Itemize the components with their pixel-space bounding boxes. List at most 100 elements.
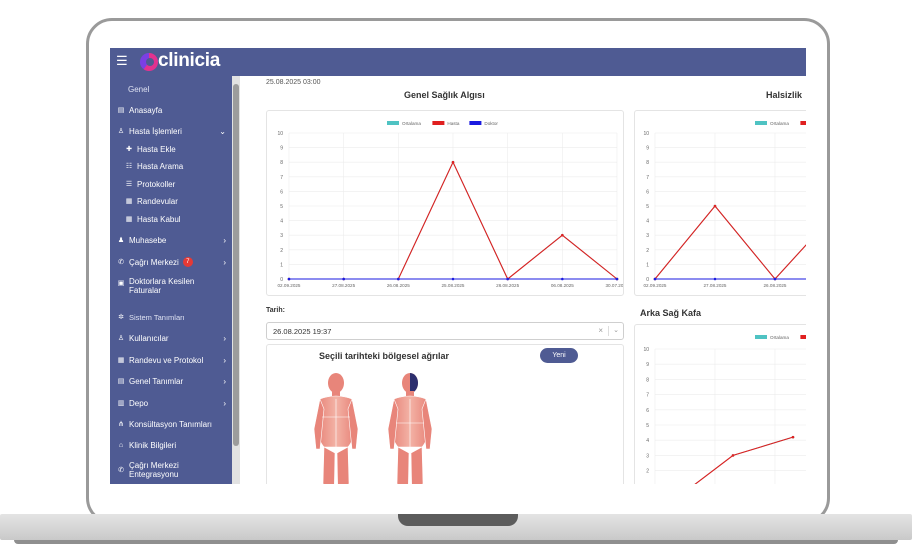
laptop-notch xyxy=(398,514,518,526)
legend-label: Ortalama xyxy=(770,335,789,340)
y-tick-label: 8 xyxy=(646,377,649,383)
sidebar-item-doktor-faturalar[interactable]: ▣ Doktorlara Kesilen Faturalar xyxy=(116,277,230,295)
user-plus-icon: ✚ xyxy=(126,146,132,153)
x-tick-label: 25.08.2025 xyxy=(442,283,465,288)
data-point xyxy=(653,277,657,281)
sidebar-item-hasta-islemleri[interactable]: ♙ Hasta İşlemleri ⌄ xyxy=(116,127,230,136)
sidebar-item-randevular[interactable]: ▦ Randevular xyxy=(124,197,230,206)
x-tick-label: 27.08.2025 xyxy=(704,283,727,288)
sidebar-section-general: Genel xyxy=(128,85,150,94)
sidebar-item-label: Klinik Bilgileri xyxy=(129,441,177,450)
x-tick-label: 27.08.2025 xyxy=(332,283,355,288)
data-point xyxy=(731,454,735,457)
y-tick-label: 5 xyxy=(646,423,649,429)
y-tick-label: 4 xyxy=(646,438,649,444)
data-point xyxy=(342,277,345,281)
series-line xyxy=(654,205,806,280)
y-tick-label: 6 xyxy=(280,189,283,195)
sidebar-item-label: Çağrı Merkezi Entegrasyonu xyxy=(129,461,179,479)
calendar-icon: ▦ xyxy=(117,357,125,364)
calendar-icon: ▦ xyxy=(125,198,133,205)
sidebar-item-cagri-merkezi[interactable]: ✆ Çağrı Merkezi 7 › xyxy=(116,257,230,267)
body-back-figure[interactable] xyxy=(387,373,433,484)
series-line xyxy=(654,205,806,280)
sidebar-section-label: Sistem Tanımları xyxy=(129,313,185,322)
y-tick-label: 10 xyxy=(643,347,649,353)
chevron-right-icon: › xyxy=(223,257,226,267)
date-label: Tarih: xyxy=(266,307,285,314)
y-tick-label: 1 xyxy=(280,262,283,268)
chart1-title: Genel Sağlık Algısı xyxy=(404,90,485,100)
body-front-figure[interactable] xyxy=(313,373,359,484)
y-tick-label: 2 xyxy=(646,248,649,254)
y-tick-label: 7 xyxy=(646,175,649,181)
y-tick-label: 9 xyxy=(646,146,649,152)
legend-swatch xyxy=(800,121,806,125)
new-button[interactable]: Yeni xyxy=(540,348,578,363)
y-tick-label: 0 xyxy=(646,277,649,283)
sidebar-item-depo[interactable]: ▥ Depo › xyxy=(116,399,230,408)
legend-swatch xyxy=(755,121,767,125)
sidebar-item-label: Hasta İşlemleri xyxy=(129,127,182,136)
y-tick-label: 6 xyxy=(646,408,649,414)
y-tick-label: 9 xyxy=(280,146,283,152)
x-tick-label: 06.08.2025 xyxy=(551,283,574,288)
sidebar-item-konsultasyon[interactable]: ⋔ Konsültasyon Tanımları xyxy=(116,420,230,429)
sidebar-item-genel-tanimlar[interactable]: ▤ Genel Tanımlar › xyxy=(116,377,230,386)
sidebar-item-hasta-kabul[interactable]: ▦ Hasta Kabul xyxy=(124,215,230,224)
y-tick-label: 6 xyxy=(646,189,649,195)
chevron-right-icon: › xyxy=(223,399,226,408)
x-tick-label: 26.08.2025 xyxy=(496,283,519,288)
chevron-right-icon: › xyxy=(223,236,226,245)
top-bar: ☰ clinicia xyxy=(110,48,806,76)
chart1-card: Ortalama Hasta Doktor 0 1 2 3 4 5 6 7 8 9 10 02.09.202… xyxy=(266,110,624,296)
sidebar-item-label: Doktorlara Kesilen Faturalar xyxy=(129,277,195,295)
y-tick-label: 7 xyxy=(646,393,649,399)
phone-icon: ✆ xyxy=(118,467,124,474)
sidebar-item-hasta-arama[interactable]: ☷ Hasta Arama xyxy=(124,162,230,171)
y-tick-label: 3 xyxy=(280,233,283,239)
phone-icon: ✆ xyxy=(118,258,124,266)
legend-swatch xyxy=(755,335,767,339)
sidebar-scroll-thumb[interactable] xyxy=(233,84,239,446)
y-tick-label: 8 xyxy=(646,160,649,166)
legend-swatch xyxy=(432,121,445,125)
x-tick-label: 02.09.2025 xyxy=(644,283,667,288)
sidebar-item-label: Anasayfa xyxy=(129,106,163,115)
y-tick-label: 4 xyxy=(646,219,649,225)
legend-swatch xyxy=(800,335,806,339)
sidebar-item-cagri-entegrasyon[interactable]: ✆ Çağrı Merkezi Entegrasyonu xyxy=(116,461,230,479)
chevron-down-icon[interactable]: ⌄ xyxy=(613,327,619,334)
sidebar-item-anasayfa[interactable]: ▤ Anasayfa xyxy=(116,106,230,115)
document-icon: ▤ xyxy=(117,107,125,114)
sidebar-item-label: Randevu ve Protokol xyxy=(129,356,204,365)
sidebar-item-muhasebe[interactable]: ♟ Muhasebe › xyxy=(116,236,230,245)
select-separator xyxy=(608,326,609,336)
clear-icon[interactable]: × xyxy=(598,326,603,335)
chevron-right-icon: › xyxy=(223,334,226,343)
y-tick-label: 2 xyxy=(646,469,649,475)
gear-icon: ✲ xyxy=(118,314,124,321)
data-point xyxy=(506,277,509,281)
sidebar-item-label: Muhasebe xyxy=(129,236,167,245)
data-point xyxy=(615,277,619,281)
y-tick-label: 5 xyxy=(280,204,283,210)
hamburger-icon[interactable]: ☰ xyxy=(116,53,128,68)
sidebar-scrollbar[interactable] xyxy=(232,76,240,484)
sidebar-item-hasta-ekle[interactable]: ✚ Hasta Ekle xyxy=(124,145,230,154)
brand-logo-icon xyxy=(140,53,158,71)
sidebar-item-randevu-protokol[interactable]: ▦ Randevu ve Protokol › xyxy=(116,356,230,365)
x-tick-label: 30.07.2025 xyxy=(606,283,625,288)
sidebar-item-label: Konsültasyon Tanımları xyxy=(129,420,213,429)
x-tick-label: 02.09.2025 xyxy=(278,283,301,288)
sidebar: Genel ▤ Anasayfa ♙ Hasta İşlemleri ⌄ ✚ H… xyxy=(110,76,232,484)
chevron-down-icon: ⌄ xyxy=(219,127,226,136)
x-tick-label: 26.08.2025 xyxy=(764,283,787,288)
users-icon: ☷ xyxy=(125,163,133,170)
sidebar-item-kullanicilar[interactable]: ♙ Kullanıcılar › xyxy=(116,334,230,343)
date-select[interactable]: 26.08.2025 19:37 × ⌄ xyxy=(266,322,624,340)
sidebar-item-protokoller[interactable]: ☰ Protokoller xyxy=(124,180,230,189)
body-map[interactable] xyxy=(267,345,624,484)
sidebar-item-klinik-bilgileri[interactable]: ⌂ Klinik Bilgileri xyxy=(116,441,230,450)
brand-name[interactable]: clinicia xyxy=(158,50,221,71)
